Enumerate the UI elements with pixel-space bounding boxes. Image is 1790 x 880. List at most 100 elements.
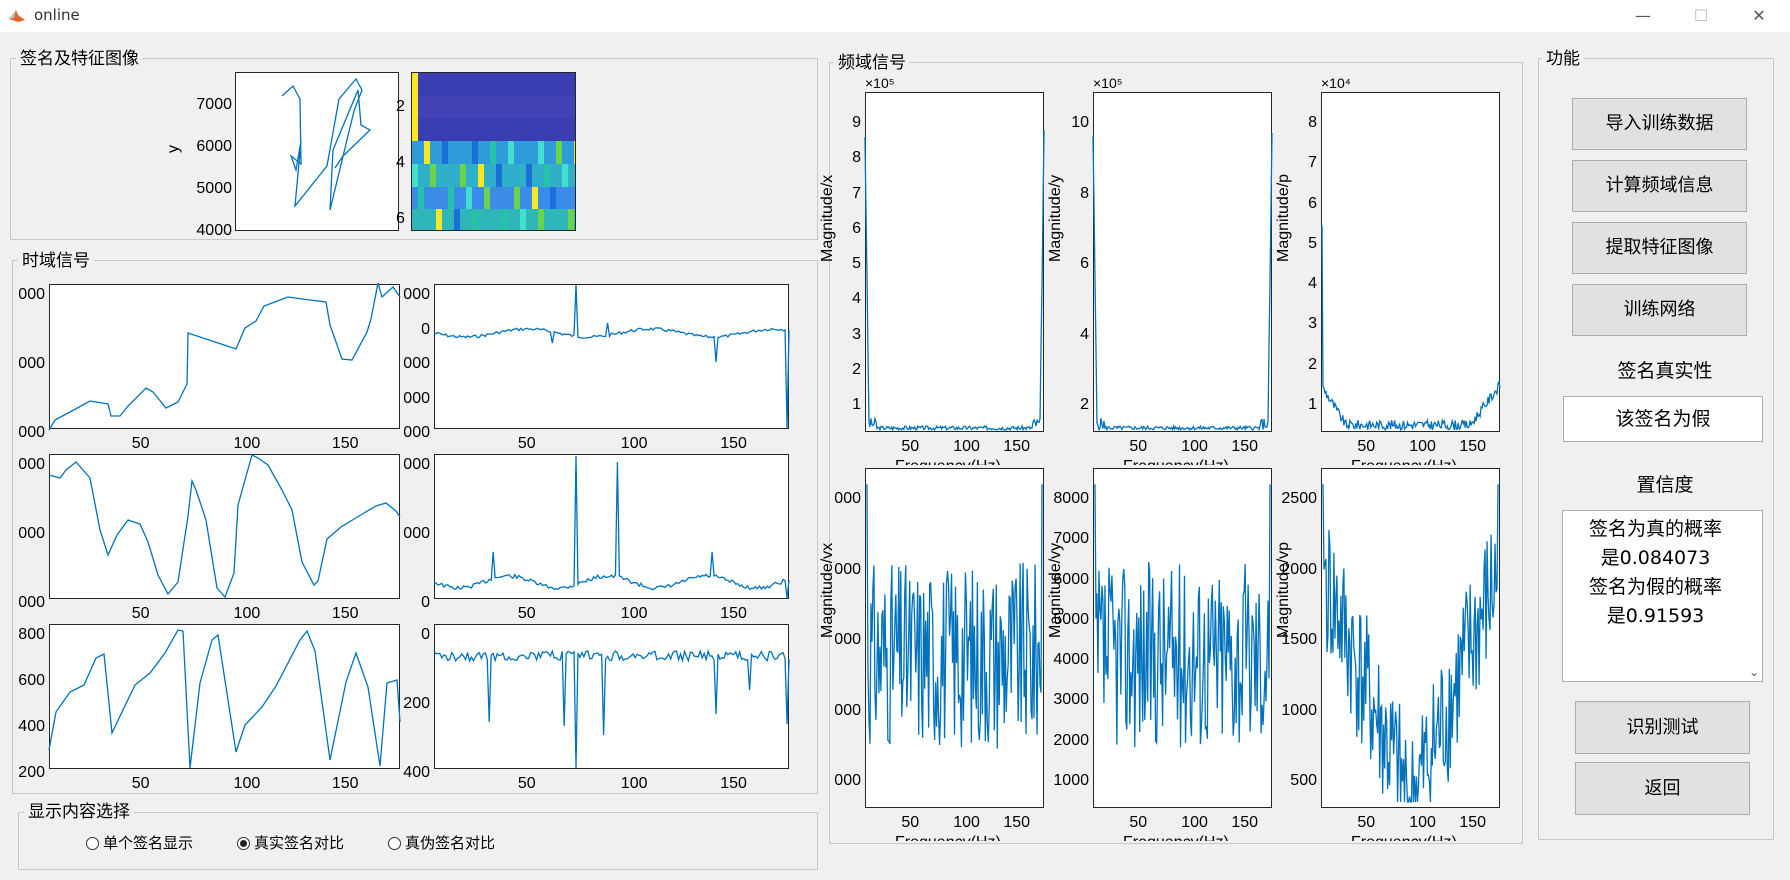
feature-cell — [544, 163, 550, 188]
feature-cell — [424, 209, 430, 230]
feature-image — [411, 72, 576, 231]
feature-cell — [436, 163, 442, 188]
maximize-button[interactable]: ☐ — [1693, 6, 1709, 25]
tick-label: 000 — [403, 525, 430, 542]
radio-circle-icon[interactable] — [237, 837, 250, 850]
tick-label: 50 — [1357, 438, 1376, 455]
feature-cell — [502, 95, 508, 120]
feature-cell — [502, 186, 508, 211]
scroll-down-icon[interactable]: ⌄ — [1748, 665, 1759, 679]
feature-cell — [412, 163, 418, 188]
feature-cell — [484, 209, 490, 230]
extract-feature-button[interactable]: 提取特征图像 — [1572, 222, 1747, 274]
tick-label: 5000 — [196, 180, 232, 197]
confidence-line: 是0.084073 — [1600, 547, 1711, 569]
feature-cell — [556, 95, 562, 120]
confidence-line: 签名为真的概率 — [1588, 518, 1722, 540]
feature-cell — [538, 186, 544, 211]
radio-circle-icon[interactable] — [388, 837, 401, 850]
tick-label: 6 — [396, 210, 405, 227]
train-network-button[interactable]: 训练网络 — [1572, 284, 1747, 336]
feature-cell — [424, 95, 430, 120]
compute-freq-button[interactable]: 计算频域信息 — [1572, 160, 1747, 212]
feature-cell — [484, 186, 490, 211]
feature-cell — [436, 209, 442, 230]
tick-label: 400 — [403, 764, 430, 781]
minimize-button[interactable]: — — [1635, 6, 1651, 25]
feature-cell — [514, 209, 520, 230]
tick-label: 150 — [720, 435, 747, 452]
feature-cell — [538, 209, 544, 230]
feature-cell — [556, 118, 562, 143]
recognize-test-button[interactable]: 识别测试 — [1575, 701, 1750, 754]
tick-label: 150 — [720, 775, 747, 792]
feature-cell — [412, 186, 418, 211]
confidence-label: 置信度 — [1636, 474, 1694, 496]
radio-circle-icon[interactable] — [86, 837, 99, 850]
display-panel — [18, 812, 818, 870]
feature-cell — [448, 95, 454, 120]
tick-label: 0 — [421, 320, 430, 338]
feature-cell — [496, 73, 502, 97]
signature-panel — [10, 58, 818, 240]
feature-cell — [442, 141, 448, 165]
close-button[interactable]: ✕ — [1752, 6, 1766, 25]
radio-single-signature[interactable]: 单个签名显示 — [86, 832, 193, 853]
feature-cell — [472, 163, 478, 188]
tick-label: 50 — [517, 605, 536, 622]
y-axis-label: Magnitude/p — [1275, 173, 1292, 262]
feature-cell — [418, 163, 424, 188]
tick-label: 7 — [852, 184, 861, 202]
freq-plot-y — [1093, 92, 1272, 432]
feature-cell — [574, 73, 575, 97]
tick-label: 5000 — [1053, 610, 1089, 628]
x-axis-label: Frequency(Hz) — [1351, 834, 1457, 841]
freq-panel-title: 频域信号 — [834, 54, 910, 72]
import-data-button[interactable]: 导入训练数据 — [1572, 98, 1747, 150]
feature-cell — [412, 73, 418, 97]
feature-cell — [514, 95, 520, 120]
tick-label: 000 — [834, 631, 861, 648]
feature-cell — [466, 95, 472, 120]
feature-cell — [472, 118, 478, 143]
tick-label: 2 — [396, 98, 405, 115]
back-button[interactable]: 返回 — [1575, 762, 1750, 815]
tick-label: 000 — [403, 286, 430, 303]
feature-cell — [544, 141, 550, 165]
feature-cell — [544, 95, 550, 120]
freq-plot-p — [1321, 92, 1500, 432]
feature-cell — [520, 73, 526, 97]
feature-cell — [556, 73, 562, 97]
feature-cell — [568, 73, 574, 97]
feature-cell — [550, 163, 556, 188]
feature-cell — [478, 163, 484, 188]
x-axis-label: Frequency(Hz) — [1123, 458, 1229, 465]
feature-cell — [430, 186, 436, 211]
feature-cell — [514, 163, 520, 188]
y-axis-label: Magnitude/vx — [819, 542, 836, 638]
feature-cell — [550, 73, 556, 97]
tick-label: 1500 — [1281, 631, 1317, 648]
feature-cell — [574, 118, 575, 143]
feature-cell — [424, 141, 430, 165]
feature-cell — [430, 209, 436, 230]
tick-label: 5 — [852, 255, 861, 272]
radio-real-compare[interactable]: 真实签名对比 — [237, 832, 344, 853]
feature-cell — [526, 73, 532, 97]
radio-real-fake-compare[interactable]: 真伪签名对比 — [388, 832, 495, 853]
feature-cell — [418, 209, 424, 230]
feature-cell — [532, 118, 538, 143]
feature-cell — [472, 141, 478, 165]
y-axis-label: y — [165, 145, 182, 153]
feature-cell — [556, 141, 562, 165]
feature-cell — [490, 95, 496, 120]
confidence-list[interactable]: 签名为真的概率 是0.084073 签名为假的概率 是0.91593 ⌄ — [1562, 510, 1763, 682]
feature-cell — [562, 95, 568, 120]
tick-label: 1000 — [1053, 772, 1089, 789]
feature-cell — [514, 73, 520, 97]
feature-cell — [568, 186, 574, 211]
feature-cell — [418, 73, 424, 97]
feature-cell — [574, 186, 575, 211]
feature-cell — [460, 141, 466, 165]
feature-cell — [454, 118, 460, 143]
